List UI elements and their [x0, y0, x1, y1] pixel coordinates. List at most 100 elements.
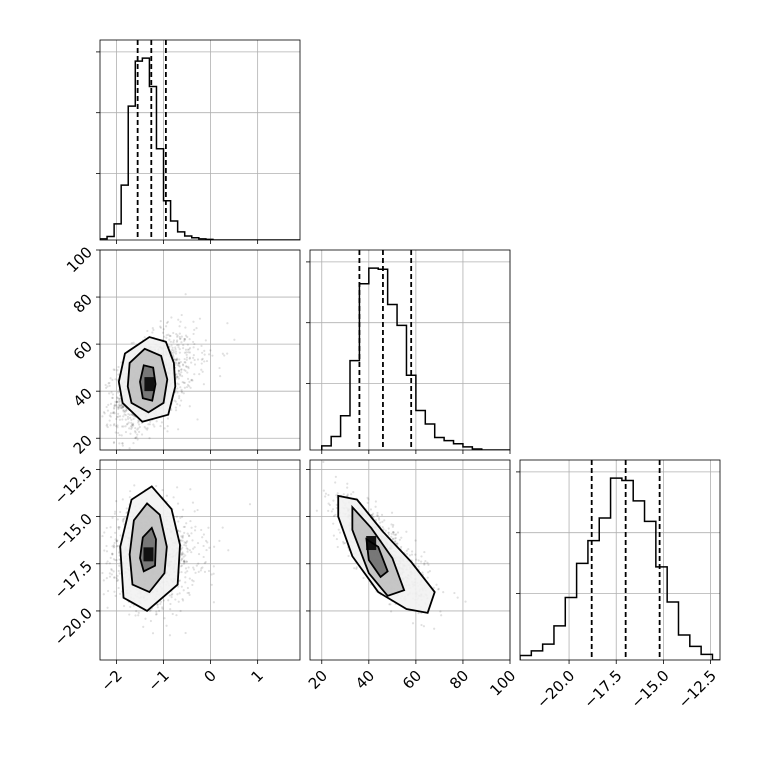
- y-tick-label: 100: [63, 243, 96, 276]
- sample-point: [153, 425, 156, 428]
- sample-point: [146, 427, 149, 430]
- sample-point: [131, 423, 134, 426]
- sample-point: [122, 405, 125, 408]
- sample-point: [171, 352, 174, 355]
- sample-point: [377, 516, 381, 520]
- sample-point: [174, 358, 177, 361]
- sample-point: [428, 570, 431, 573]
- sample-point: [178, 337, 182, 340]
- sample-point: [101, 534, 104, 538]
- sample-point: [170, 593, 173, 597]
- sample-point: [440, 614, 443, 617]
- sample-point: [182, 560, 186, 563]
- sample-point: [212, 601, 215, 604]
- sample-point: [196, 508, 199, 512]
- sample-point: [176, 375, 179, 378]
- sample-point: [183, 337, 187, 341]
- sample-point: [181, 375, 184, 378]
- sample-point: [332, 499, 335, 502]
- sample-point: [126, 417, 130, 421]
- sample-point: [105, 386, 108, 390]
- sample-point: [115, 558, 118, 562]
- sample-point: [196, 358, 200, 361]
- sample-point: [188, 338, 191, 341]
- sample-point: [195, 564, 198, 567]
- sample-point: [131, 423, 135, 426]
- sample-point: [424, 559, 427, 563]
- sample-point: [132, 424, 135, 427]
- sample-point: [202, 383, 205, 386]
- sample-point: [410, 550, 414, 553]
- sample-point: [186, 371, 189, 374]
- sample-point: [174, 406, 178, 409]
- sample-point: [183, 386, 187, 389]
- sample-point: [124, 430, 128, 434]
- sample-point: [180, 371, 183, 374]
- sample-point: [183, 525, 186, 528]
- sample-point: [174, 409, 178, 412]
- sample-point: [105, 526, 108, 530]
- sample-point: [113, 404, 116, 407]
- sample-point: [185, 356, 189, 359]
- sample-point: [179, 538, 182, 542]
- sample-point: [106, 423, 109, 426]
- sample-point: [183, 361, 186, 364]
- sample-point: [201, 536, 204, 539]
- sample-point: [178, 579, 182, 582]
- sample-point: [118, 401, 121, 404]
- sample-point: [118, 397, 121, 400]
- sample-point: [427, 563, 430, 566]
- sample-point: [422, 625, 426, 628]
- sample-point: [172, 354, 175, 357]
- sample-point: [226, 322, 229, 325]
- sample-point: [118, 433, 121, 437]
- sample-point: [332, 522, 335, 525]
- sample-point: [178, 335, 181, 339]
- sample-point: [205, 359, 209, 363]
- sample-point: [166, 425, 169, 428]
- sample-point: [180, 552, 184, 555]
- sample-point: [115, 539, 118, 542]
- sample-point: [80, 413, 82, 415]
- sample-point: [155, 610, 158, 613]
- histogram-step: [520, 477, 720, 660]
- sample-point: [179, 559, 182, 562]
- sample-point: [114, 424, 118, 428]
- sample-point: [439, 610, 442, 613]
- sample-point: [187, 367, 190, 370]
- sample-point: [427, 571, 430, 574]
- sample-point: [324, 492, 328, 495]
- sample-point: [195, 327, 198, 330]
- sample-point: [172, 331, 175, 335]
- sample-point: [126, 415, 130, 418]
- sample-point: [170, 596, 173, 599]
- sample-point: [204, 560, 207, 564]
- sample-point: [125, 423, 129, 426]
- sample-point: [179, 373, 182, 376]
- sample-point: [391, 538, 395, 541]
- sample-point: [130, 424, 133, 427]
- sample-point: [119, 534, 122, 537]
- sample-point: [117, 527, 121, 531]
- sample-point: [188, 549, 191, 552]
- sample-point: [121, 406, 124, 409]
- sample-point: [117, 412, 120, 415]
- sample-point: [200, 344, 203, 348]
- sample-point: [165, 624, 168, 627]
- sample-point: [113, 403, 117, 406]
- y-tick-label: 80: [70, 290, 96, 316]
- sample-point: [109, 424, 112, 427]
- sample-point: [181, 557, 184, 560]
- sample-point: [334, 513, 337, 516]
- y-tick-label: 60: [70, 337, 96, 363]
- sample-point: [155, 420, 158, 423]
- sample-point: [129, 490, 132, 493]
- sample-point: [207, 353, 211, 356]
- sample-point: [205, 548, 208, 552]
- sample-point: [169, 334, 172, 338]
- sample-point: [151, 632, 155, 635]
- sample-point: [353, 567, 356, 570]
- sample-point: [101, 415, 104, 418]
- sample-point: [176, 403, 179, 406]
- sample-point: [117, 373, 120, 376]
